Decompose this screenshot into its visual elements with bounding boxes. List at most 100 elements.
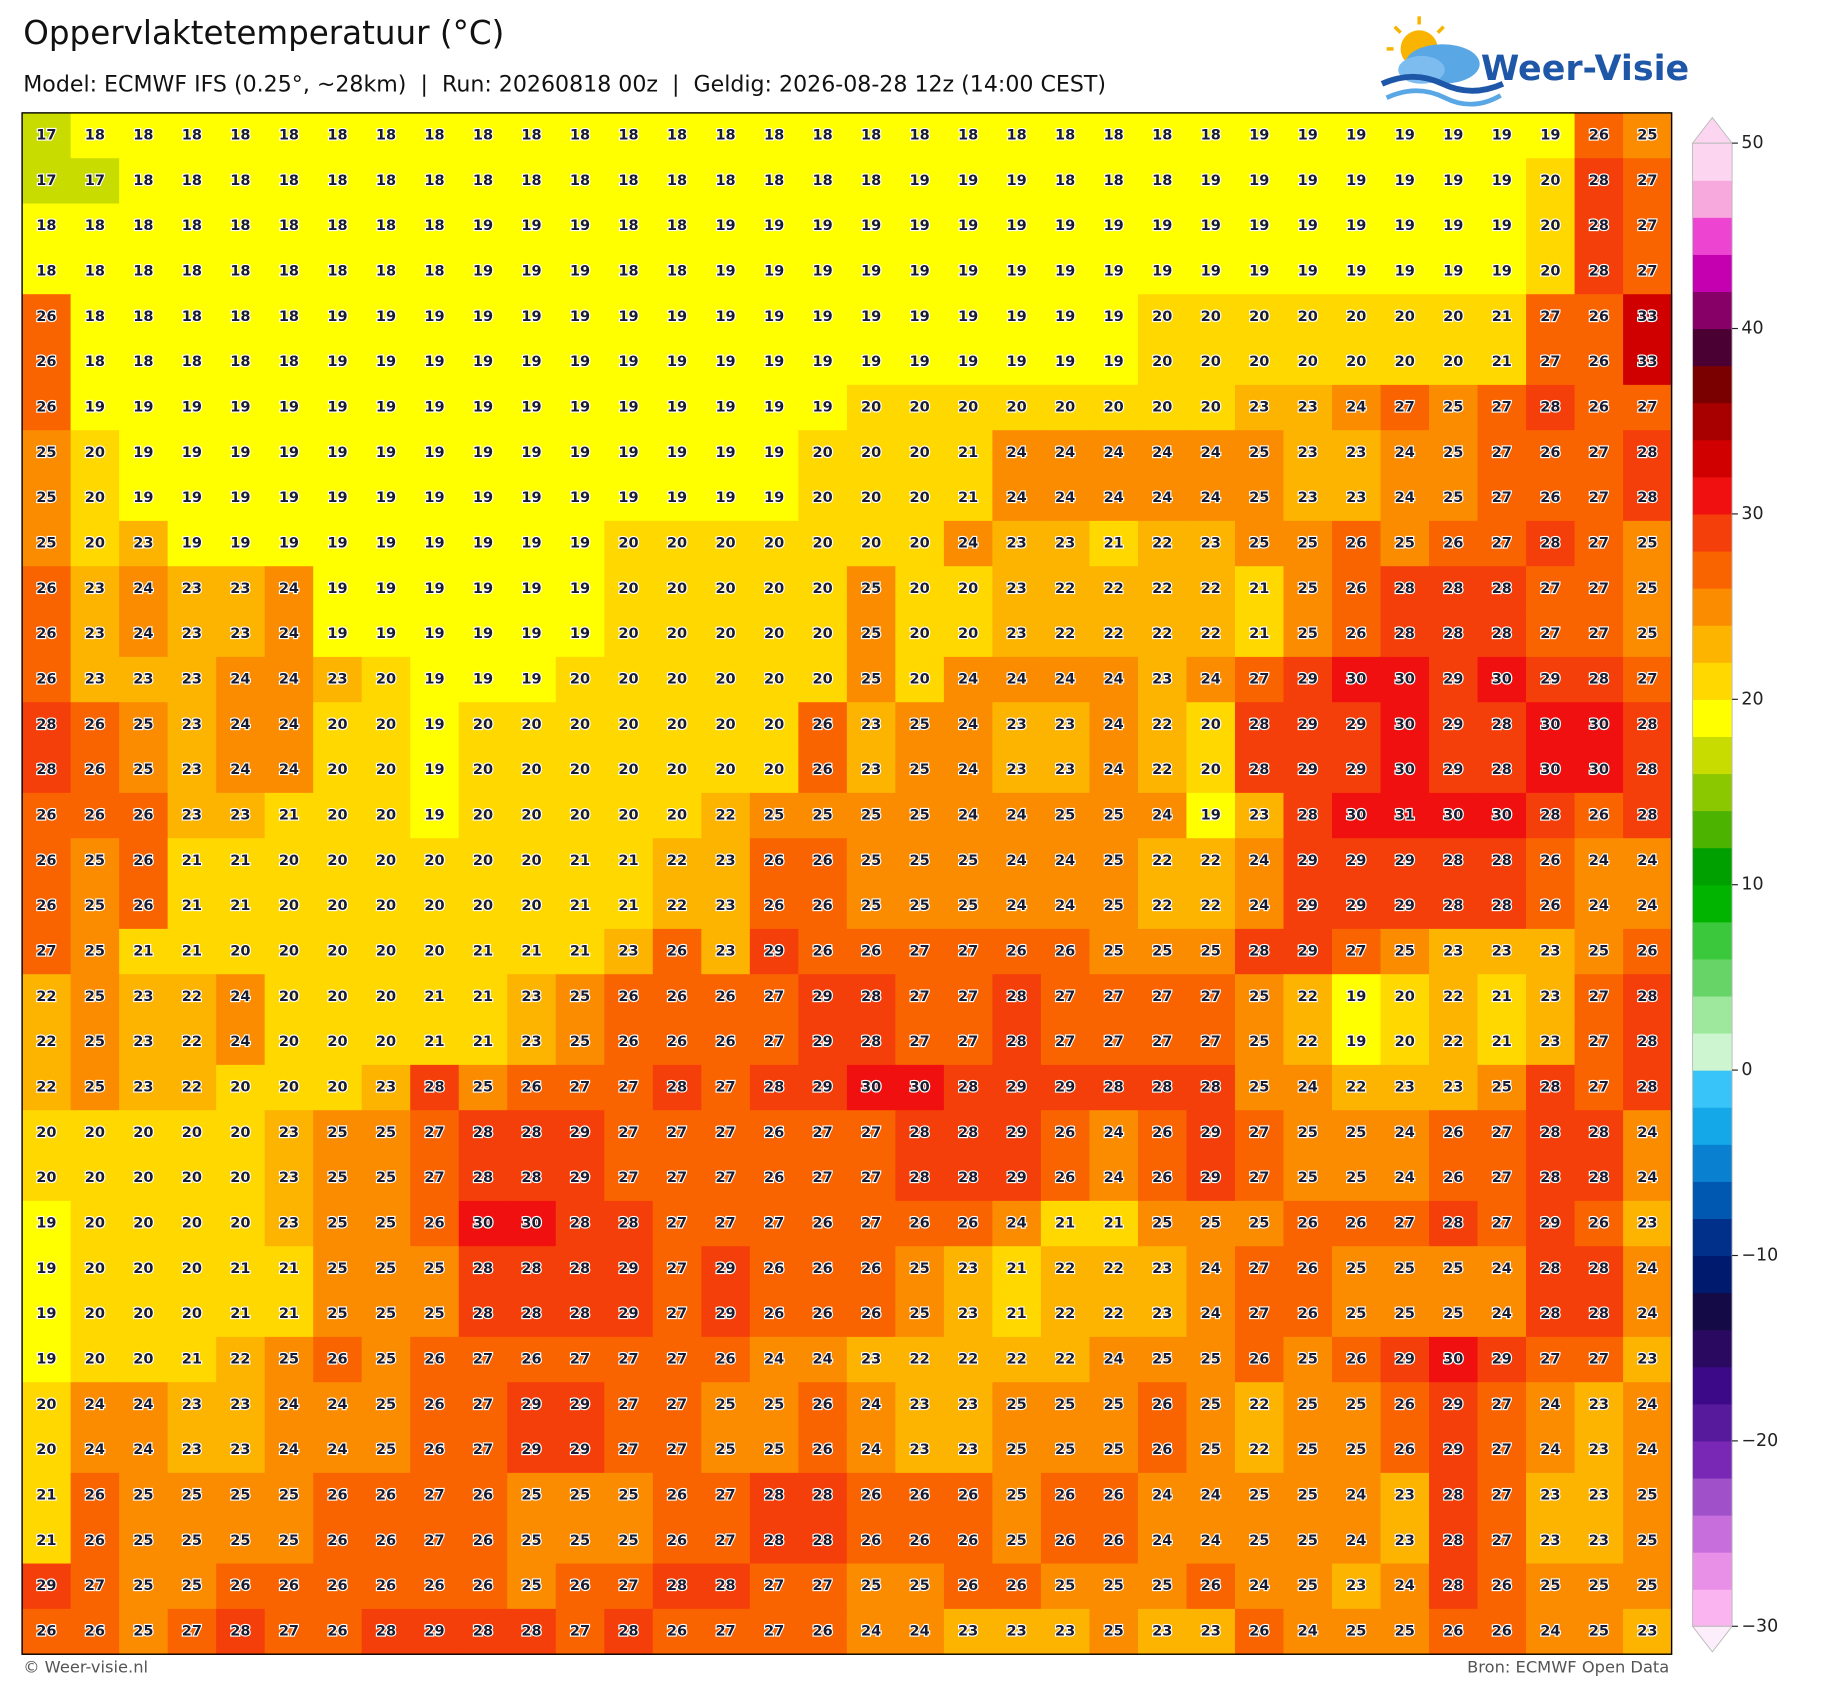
temperature-cell [70,112,120,159]
temperature-label: 29 [1055,1080,1075,1096]
temperature-cell [167,1110,217,1157]
temperature-label: 25 [1201,1442,1221,1458]
temperature-label: 27 [424,1488,444,1504]
temperature-label: 28 [1540,1125,1560,1141]
temperature-cell [943,1427,994,1474]
temperature-cell [1429,611,1479,658]
temperature-label: 19 [1249,173,1269,189]
temperature-label: 30 [861,1080,881,1096]
temperature-cell [555,1427,605,1474]
temperature-cell [1623,611,1673,658]
temperature-label: 19 [958,173,978,189]
temperature-cell [1429,1563,1479,1610]
temperature-label: 26 [376,1488,396,1504]
temperature-cell [943,566,994,613]
temperature-cell [313,792,363,839]
temperature-cell [1186,1200,1236,1247]
temperature-label: 20 [812,490,832,506]
temperature-label: 19 [910,309,930,325]
temperature-label: 20 [85,536,105,552]
temperature-label: 25 [764,808,784,824]
temperature-label: 27 [1249,1170,1269,1186]
temperature-label: 28 [1492,762,1512,778]
temperature-cell [1332,1064,1382,1111]
temperature-cell [1234,112,1285,159]
temperature-cell [313,384,363,431]
temperature-cell [361,1246,411,1293]
temperature-label: 24 [1055,898,1075,914]
temperature-label: 20 [230,1080,250,1096]
temperature-label: 24 [1007,445,1027,461]
temperature-cell [846,702,897,749]
temperature-cell [216,203,266,250]
temperature-cell [701,1518,751,1565]
temperature-label: 26 [812,898,832,914]
temperature-cell [1137,1246,1188,1293]
temperature-label: 25 [1298,1578,1318,1594]
temperature-cell [846,838,897,885]
temperature-label: 21 [279,808,299,824]
temperature-label: 20 [327,853,347,869]
temperature-label: 19 [1443,173,1463,189]
temperature-cell [992,702,1042,749]
temperature-label: 27 [715,1170,735,1186]
colorbar-band [1692,1255,1733,1294]
temperature-cell [1332,475,1382,522]
temperature-cell [749,1336,800,1383]
temperature-cell [1137,1155,1188,1202]
temperature-label: 30 [1540,717,1560,733]
temperature-cell [1477,339,1527,386]
temperature-label: 28 [1540,1306,1560,1322]
temperature-cell [119,430,169,477]
temperature-cell [167,566,217,613]
temperature-cell [216,656,266,703]
temperature-cell [798,883,848,930]
temperature-cell [119,339,169,386]
temperature-cell [1429,339,1479,386]
temperature-label: 22 [1249,1442,1269,1458]
temperature-label: 25 [1201,1397,1221,1413]
temperature-cell [313,1382,363,1429]
temperature-cell [1332,248,1382,295]
temperature-label: 25 [376,1216,396,1232]
temperature-label: 18 [667,218,687,234]
temperature-label: 27 [958,944,978,960]
temperature-label: 25 [1589,1624,1609,1640]
temperature-label: 25 [1443,1261,1463,1277]
temperature-label: 19 [1201,264,1221,280]
temperature-label: 25 [1443,1306,1463,1322]
temperature-cell [1526,792,1576,839]
temperature-cell [264,883,314,930]
temperature-label: 27 [715,1125,735,1141]
temperature-cell [70,974,120,1021]
temperature-label: 26 [1443,536,1463,552]
temperature-cell [1380,248,1430,295]
temperature-cell [798,339,848,386]
temperature-cell [507,702,557,749]
temperature-cell [507,1518,557,1565]
temperature-label: 18 [376,128,396,144]
temperature-label: 26 [1298,1216,1318,1232]
temperature-label: 21 [1055,1216,1075,1232]
temperature-label: 24 [230,717,250,733]
temperature-cell [1283,1336,1333,1383]
temperature-label: 19 [861,264,881,280]
temperature-cell [895,203,945,250]
temperature-cell [1234,1155,1285,1202]
temperature-cell [798,1472,848,1519]
temperature-label: 28 [1249,762,1269,778]
temperature-cell [1089,112,1139,159]
temperature-label: 29 [1298,672,1318,688]
temperature-label: 19 [1298,128,1318,144]
temperature-cell [1186,702,1236,749]
temperature-label: 29 [1395,1352,1415,1368]
temperature-cell [652,1019,703,1066]
temperature-label: 27 [1249,672,1269,688]
temperature-cell [798,656,848,703]
temperature-label: 26 [473,1578,493,1594]
temperature-cell [507,112,557,159]
temperature-label: 18 [230,173,250,189]
temperature-cell [1332,1246,1382,1293]
temperature-label: 28 [1104,1080,1124,1096]
temperature-label: 18 [182,218,202,234]
